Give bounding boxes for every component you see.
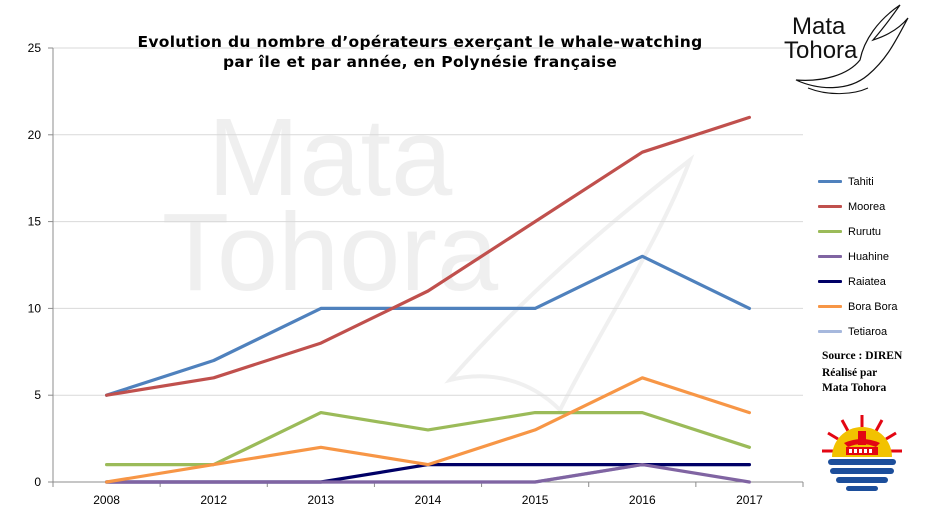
x-tick-label-2008: 2008 xyxy=(93,493,120,507)
legend-label-raiatea: Raiatea xyxy=(848,275,886,288)
watermark-text-line1: Mata xyxy=(208,96,453,219)
series-line-tahiti xyxy=(104,254,752,397)
legend-swatch-rurutu xyxy=(818,230,842,233)
logo-text-line2: Tohora xyxy=(784,37,858,64)
y-tick-label-0: 0 xyxy=(34,475,41,489)
series-group xyxy=(104,115,752,484)
legend-label-huahine: Huahine xyxy=(848,250,889,263)
mata-tohora-logo: Mata Tohora xyxy=(768,0,918,105)
source-note: Source : DIREN Réalisé par Mata Tohora xyxy=(822,349,902,396)
legend-item-huahine: Huahine xyxy=(818,244,923,269)
y-tick-label-25: 25 xyxy=(28,41,42,55)
legend-label-moorea: Moorea xyxy=(848,200,886,213)
y-tick-label-15: 15 xyxy=(28,215,42,229)
legend-swatch-tahiti xyxy=(818,180,842,183)
legend-item-rurutu: Rurutu xyxy=(818,219,923,244)
legend-item-tahiti: Tahiti xyxy=(818,169,923,194)
x-tick-label-2013: 2013 xyxy=(308,493,335,507)
chart-title-line1: Evolution du nombre d’opérateurs exerçan… xyxy=(137,33,703,51)
logo-text-line1: Mata xyxy=(792,13,846,40)
series-line-rurutu xyxy=(104,411,752,467)
legend-swatch-huahine xyxy=(818,255,842,258)
watermark-whale-tail-icon xyxy=(444,154,695,414)
legend-swatch-moorea xyxy=(818,205,842,208)
series-line-bora-bora xyxy=(104,376,752,484)
chart-title-line2: par île et par année, en Polynésie franç… xyxy=(222,53,618,71)
y-tick-label-20: 20 xyxy=(28,128,42,142)
french-polynesia-flag-emblem xyxy=(822,414,902,494)
legend-item-moorea: Moorea xyxy=(818,194,923,219)
x-tick-label-2014: 2014 xyxy=(415,493,442,507)
watermark: Mata Tohora xyxy=(162,96,695,414)
legend-swatch-raiatea xyxy=(818,280,842,283)
legend-item-tetiaroa: Tetiaroa xyxy=(818,319,923,344)
legend-item-bora-bora: Bora Bora xyxy=(818,294,923,319)
legend-swatch-tetiaroa xyxy=(818,330,842,333)
y-tick-label-10: 10 xyxy=(28,301,42,315)
x-tick-label-2012: 2012 xyxy=(200,493,227,507)
x-tick-label-2016: 2016 xyxy=(629,493,656,507)
source-line2: Réalisé par xyxy=(822,367,878,379)
chart-title: Evolution du nombre d’opérateurs exerçan… xyxy=(55,32,785,72)
x-tick-label-2015: 2015 xyxy=(522,493,549,507)
legend-label-tetiaroa: Tetiaroa xyxy=(848,325,888,338)
series-line-huahine xyxy=(104,463,752,484)
watermark-text-line2: Tohora xyxy=(162,191,499,314)
legend: Tahiti Moorea Rurutu Huahine Raiatea Bora Bor… xyxy=(818,169,923,344)
legend-label-tahiti: Tahiti xyxy=(848,175,874,188)
legend-label-bora-bora: Bora Bora xyxy=(848,300,898,313)
legend-item-raiatea: Raiatea xyxy=(818,269,923,294)
source-line3: Mata Tohora xyxy=(822,382,887,394)
whale-tail-icon xyxy=(795,4,909,95)
legend-label-rurutu: Rurutu xyxy=(848,225,882,238)
x-tick-label-2017: 2017 xyxy=(736,493,763,507)
legend-swatch-bora-bora xyxy=(818,305,842,308)
y-tick-label-5: 5 xyxy=(34,388,41,402)
source-line1: Source : DIREN xyxy=(822,350,903,362)
series-line-moorea xyxy=(104,115,752,397)
